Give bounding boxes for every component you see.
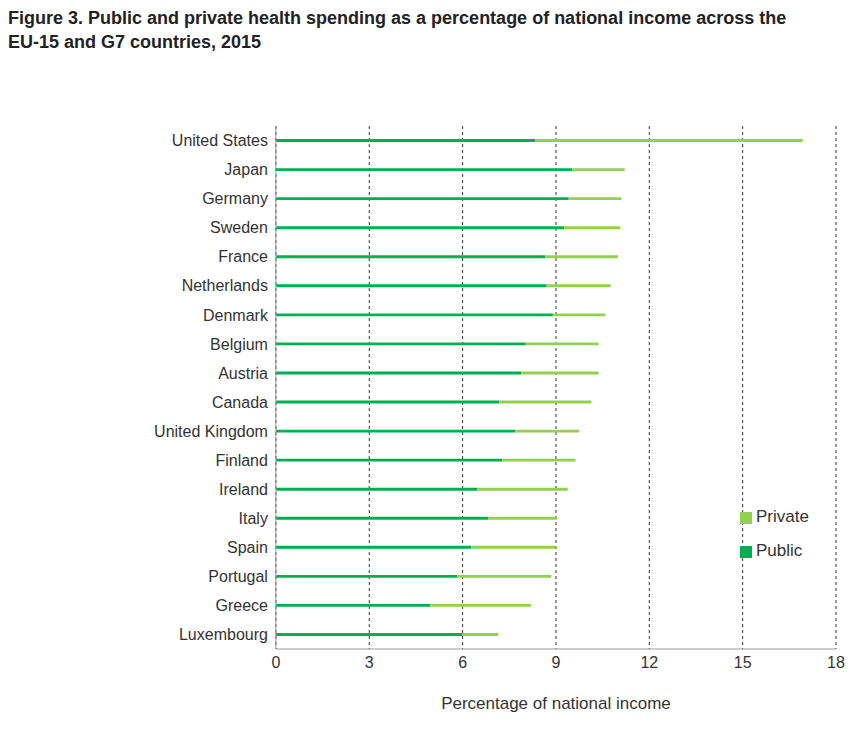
svg-text:9: 9 — [552, 654, 561, 671]
svg-text:Denmark: Denmark — [203, 307, 269, 324]
svg-text:12: 12 — [640, 654, 658, 671]
svg-text:Belgium: Belgium — [210, 336, 268, 353]
svg-text:Austria: Austria — [218, 365, 268, 382]
svg-text:Portugal: Portugal — [208, 568, 268, 585]
svg-text:France: France — [218, 248, 268, 265]
svg-text:15: 15 — [734, 654, 752, 671]
svg-text:Percentage of national income: Percentage of national income — [441, 694, 671, 713]
svg-text:18: 18 — [827, 654, 845, 671]
svg-text:Finland: Finland — [215, 452, 267, 469]
svg-text:Germany: Germany — [202, 190, 268, 207]
svg-text:Ireland: Ireland — [219, 481, 268, 498]
svg-text:Netherlands: Netherlands — [182, 277, 268, 294]
html-text:Private: Private — [756, 507, 809, 526]
svg-text:Greece: Greece — [215, 597, 268, 614]
svg-text:Canada: Canada — [212, 394, 268, 411]
svg-text:United Kingdom: United Kingdom — [154, 423, 268, 440]
svg-text:Spain: Spain — [227, 539, 268, 556]
svg-text:Italy: Italy — [239, 510, 268, 527]
svg-text:Japan: Japan — [224, 161, 268, 178]
svg-text:0: 0 — [271, 654, 280, 671]
html-text:Figure 3. Public and private h: Figure 3. Public and private health spen… — [8, 8, 787, 52]
svg-text:3: 3 — [365, 654, 374, 671]
svg-text:United States: United States — [172, 132, 268, 149]
svg-text:Sweden: Sweden — [210, 219, 268, 236]
svg-text:Luxembourg: Luxembourg — [179, 626, 268, 643]
html-text:Public: Public — [756, 541, 803, 560]
svg-text:6: 6 — [458, 654, 467, 671]
